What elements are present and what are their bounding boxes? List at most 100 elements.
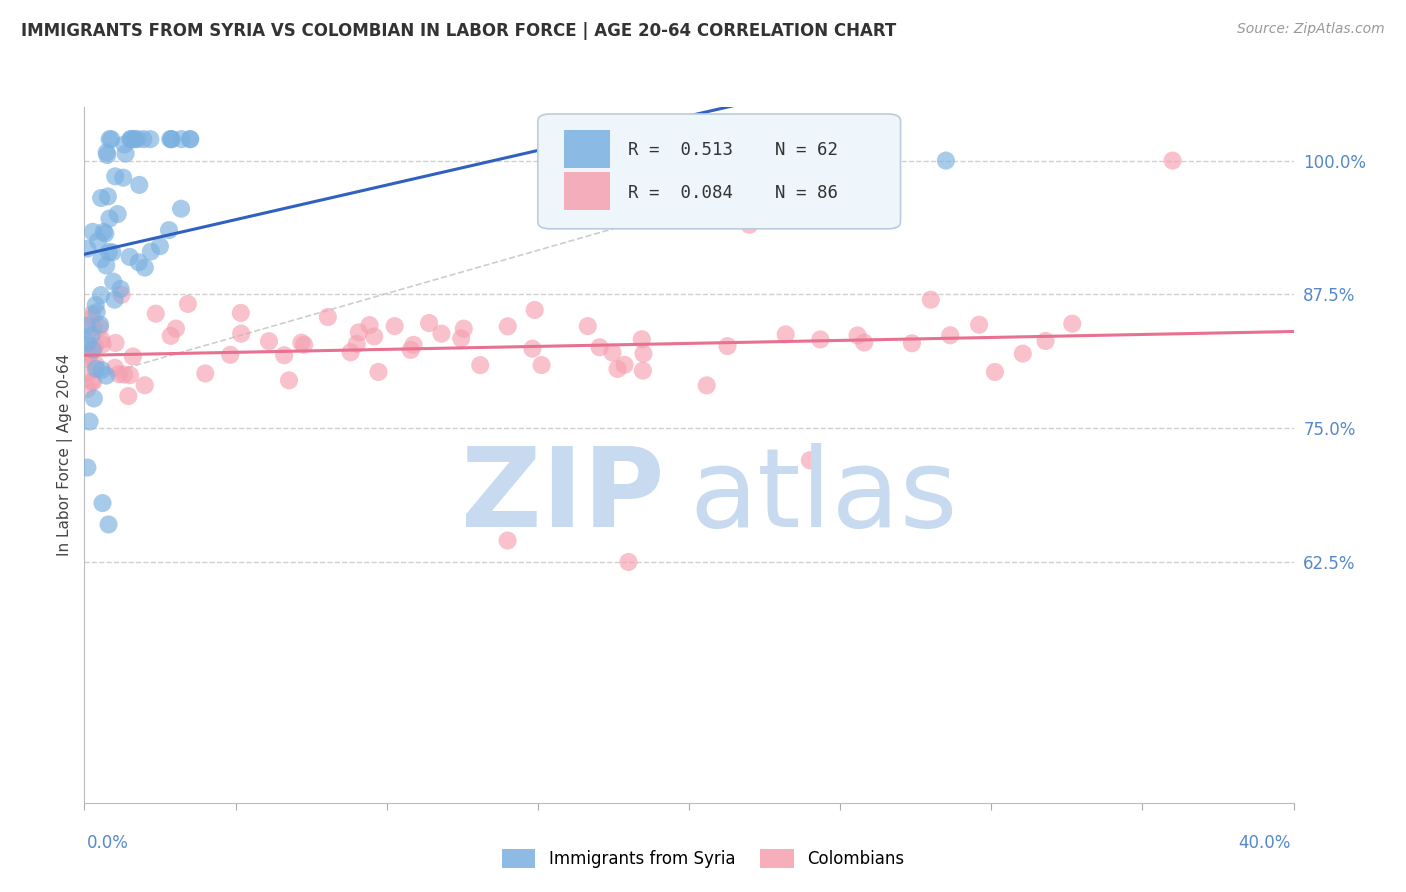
Point [346, 337, 368, 351]
Point [530, 358, 553, 372]
Point [82, 343, 104, 357]
Point [79, 347, 101, 361]
Point [103, 275, 125, 289]
Point [97, 189, 120, 203]
Point [104, 169, 127, 184]
FancyBboxPatch shape [538, 114, 901, 229]
Point [145, 307, 167, 321]
Text: atlas: atlas [689, 443, 957, 550]
Point [1011, 346, 1033, 360]
Point [808, 333, 831, 347]
Point [278, 373, 301, 387]
Point [194, 367, 217, 381]
Point [100, 132, 122, 146]
Point [96, 259, 118, 273]
Point [139, 132, 162, 146]
Point [339, 345, 361, 359]
Point [76, 382, 98, 396]
Point [602, 345, 624, 359]
Point [363, 329, 385, 343]
Point [170, 132, 193, 146]
Point [104, 293, 127, 307]
Point [128, 255, 150, 269]
Point [229, 306, 252, 320]
Point [128, 178, 150, 192]
Point [1035, 334, 1057, 348]
Point [118, 368, 141, 383]
Point [134, 260, 156, 275]
Point [633, 346, 655, 360]
Point [219, 348, 242, 362]
Text: R =  0.084    N = 86: R = 0.084 N = 86 [628, 184, 838, 202]
Point [76, 460, 98, 475]
Point [292, 338, 315, 352]
Point [367, 365, 389, 379]
Point [606, 362, 628, 376]
Point [90, 191, 112, 205]
Point [89, 320, 111, 334]
Point [79, 346, 101, 360]
Point [170, 202, 193, 216]
Point [588, 340, 610, 354]
Point [613, 358, 636, 372]
Point [79, 415, 101, 429]
Point [179, 132, 201, 146]
Point [496, 533, 519, 548]
Point [920, 293, 942, 307]
Point [120, 132, 142, 146]
Point [257, 334, 280, 349]
Point [77, 348, 100, 362]
Point [347, 326, 370, 340]
Point [984, 365, 1007, 379]
Point [80, 375, 103, 389]
Point [114, 137, 136, 152]
Point [1062, 317, 1084, 331]
Point [160, 132, 183, 146]
Point [399, 343, 422, 357]
Point [108, 367, 131, 381]
Point [82, 320, 104, 334]
Point [90, 363, 112, 377]
Point [107, 207, 129, 221]
Point [453, 321, 475, 335]
Text: IMMIGRANTS FROM SYRIA VS COLOMBIAN IN LABOR FORCE | AGE 20-64 CORRELATION CHART: IMMIGRANTS FROM SYRIA VS COLOMBIAN IN LA… [21, 22, 897, 40]
Point [76, 366, 98, 380]
Point [117, 389, 139, 403]
Point [402, 338, 425, 352]
Point [90, 288, 112, 302]
Point [112, 368, 135, 382]
Point [97, 245, 120, 260]
Point [80, 310, 103, 325]
Point [76, 242, 98, 256]
Point [82, 225, 104, 239]
Text: R =  0.513    N = 62: R = 0.513 N = 62 [628, 141, 838, 159]
Point [76, 335, 98, 350]
Point [104, 360, 127, 375]
Point [91, 496, 114, 510]
Point [89, 318, 111, 332]
Point [94, 227, 117, 241]
Point [122, 350, 145, 364]
Point [967, 318, 990, 332]
Point [157, 223, 180, 237]
Point [630, 332, 652, 346]
Point [316, 310, 339, 324]
Point [91, 337, 114, 351]
Point [799, 453, 821, 467]
Point [1161, 153, 1184, 168]
Point [110, 288, 132, 302]
Point [82, 375, 104, 389]
Point [122, 132, 145, 146]
Legend: Immigrants from Syria, Colombians: Immigrants from Syria, Colombians [495, 842, 911, 875]
Point [90, 333, 112, 347]
Y-axis label: In Labor Force | Age 20-64: In Labor Force | Age 20-64 [58, 354, 73, 556]
Point [90, 252, 112, 267]
Point [84, 358, 107, 372]
Point [738, 218, 761, 232]
Text: 0.0%: 0.0% [87, 834, 129, 852]
Point [576, 319, 599, 334]
Point [76, 338, 98, 352]
Point [935, 153, 957, 168]
Point [80, 328, 103, 343]
Point [160, 132, 183, 146]
